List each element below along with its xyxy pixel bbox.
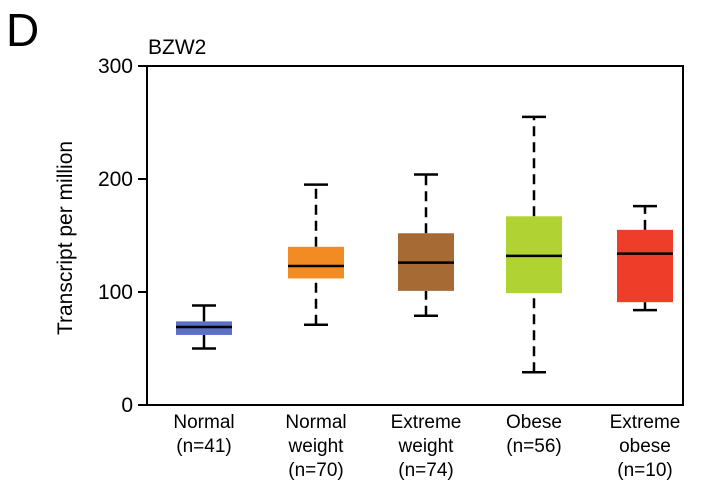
x-category-label-2-line-1: weight bbox=[398, 436, 455, 457]
x-category-label-2-line-0: Extreme bbox=[391, 412, 462, 433]
x-category-label-1-line-0: Normal bbox=[285, 412, 346, 433]
x-axis-labels: Normal (n=41) Normal weight (n=70) Extreme wei… bbox=[173, 412, 680, 481]
box-group-1 bbox=[288, 183, 344, 327]
x-category-label-1-line-2: (n=70) bbox=[288, 460, 343, 481]
x-category-label-3-line-1: (n=56) bbox=[506, 436, 561, 457]
plot-marks bbox=[176, 115, 673, 374]
iqr-box bbox=[288, 246, 344, 279]
panel-label: D bbox=[6, 4, 39, 56]
chart-title: BZW2 bbox=[148, 36, 206, 59]
y-tick-label-3: 300 bbox=[98, 55, 133, 78]
y-tick-label-0: 0 bbox=[121, 394, 133, 417]
y-tick-label-2: 200 bbox=[98, 168, 133, 191]
x-category-label-0-line-1: (n=41) bbox=[176, 436, 231, 457]
box-group-3 bbox=[506, 115, 562, 374]
x-category-label-3-line-0: Obese bbox=[506, 412, 562, 433]
x-category-label-1-line-1: weight bbox=[288, 436, 345, 457]
iqr-box bbox=[617, 229, 673, 303]
y-axis-label: Transcript per million bbox=[54, 141, 77, 335]
box-group-0 bbox=[176, 304, 232, 350]
plot-frame bbox=[146, 65, 684, 406]
x-category-label-4-line-2: (n=10) bbox=[617, 460, 672, 481]
x-category-label-2-line-2: (n=74) bbox=[398, 460, 453, 481]
box-group-2 bbox=[398, 173, 454, 317]
x-category-label-4-line-0: Extreme bbox=[610, 412, 681, 433]
x-category-label-4-line-1: obese bbox=[619, 436, 671, 457]
y-axis: 0 100 200 300 bbox=[98, 55, 147, 417]
y-tick-label-1: 100 bbox=[98, 281, 133, 304]
box-group-4 bbox=[617, 204, 673, 312]
x-category-label-0-line-0: Normal bbox=[173, 412, 234, 433]
